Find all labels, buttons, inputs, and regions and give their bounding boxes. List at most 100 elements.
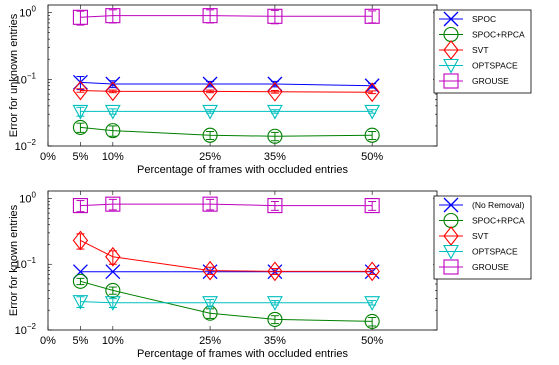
y-axis-title: Error for known entries	[8, 204, 20, 316]
series	[72, 230, 380, 282]
data-point	[72, 9, 88, 25]
data-point	[202, 8, 218, 24]
data-point	[202, 260, 218, 281]
legend: (No Removal) SPOC+RPCA SVT OPTSPACE GROUSE	[433, 195, 532, 280]
legend-marker	[443, 11, 459, 27]
x-tick-label: 25%	[199, 335, 221, 347]
series-line	[80, 126, 373, 137]
data-point	[105, 264, 121, 280]
data-point	[266, 296, 283, 311]
legend-box	[433, 9, 532, 94]
y-tick-label: 10−2	[15, 322, 37, 337]
x-tick-label: 25%	[199, 151, 221, 163]
data-point	[202, 296, 219, 311]
x-axis-title: Percentage of frames with occluded entri…	[137, 164, 348, 176]
legend-label: SVT	[472, 45, 489, 55]
data-point	[104, 104, 121, 120]
legend-marker	[443, 58, 459, 74]
y-tick-label: 100	[19, 5, 36, 20]
data-point	[364, 296, 381, 311]
data-point	[267, 8, 283, 24]
legend-label: OPTSPACE	[472, 247, 518, 257]
y-tick-exponent: −1	[27, 256, 37, 265]
data-point	[202, 81, 218, 102]
series-line	[80, 301, 373, 304]
legend-label: OPTSPACE	[472, 61, 518, 71]
series	[72, 8, 380, 26]
data-point	[72, 198, 88, 214]
data-point	[105, 8, 121, 24]
data-point	[364, 261, 380, 282]
data-point	[72, 230, 89, 251]
data-point	[202, 127, 218, 143]
data-point	[72, 119, 88, 135]
data-point	[364, 82, 380, 103]
data-point	[267, 81, 283, 102]
x-tick-label: 0%	[40, 335, 56, 347]
x-axis-title: Percentage of frames with occluded entri…	[137, 348, 348, 360]
y-tick-exponent: −2	[27, 138, 37, 147]
x-tick-label: 50%	[361, 151, 383, 163]
data-point	[105, 196, 121, 212]
y-axis-title: Error for unknown entries	[8, 13, 20, 137]
x-tick-label: 5%	[72, 151, 88, 163]
legend-label: (No Removal)	[472, 200, 525, 210]
data-point	[72, 104, 89, 120]
data-point	[364, 198, 380, 214]
series	[72, 295, 381, 311]
legend-marker	[443, 259, 459, 275]
legend-label: GROUSE	[472, 262, 509, 272]
plot-frame	[47, 4, 438, 147]
legend-marker	[443, 197, 459, 213]
x-tick-label: 5%	[72, 335, 88, 347]
data-point	[267, 128, 283, 144]
data-point	[364, 127, 380, 143]
data-point	[104, 296, 121, 311]
series	[72, 273, 380, 329]
data-point	[105, 246, 121, 267]
data-point	[267, 261, 283, 282]
data-point	[364, 78, 380, 94]
legend-label: GROUSE	[472, 76, 509, 86]
legend-box	[433, 195, 532, 280]
series-line	[80, 203, 373, 207]
series	[72, 80, 380, 103]
data-point	[267, 311, 283, 327]
data-point	[202, 196, 218, 212]
data-point	[364, 8, 380, 24]
x-tick-label: 10%	[102, 151, 124, 163]
y-tick-exponent: 0	[32, 190, 37, 199]
y-tick-exponent: 0	[32, 5, 37, 14]
series-line	[80, 89, 373, 93]
y-tick-exponent: −1	[27, 71, 37, 80]
series	[72, 119, 380, 144]
y-tick-label: 10−2	[15, 138, 37, 153]
legend-label: SVT	[472, 231, 489, 241]
legend-label: SPOC+RPCA	[472, 216, 525, 226]
legend-marker	[443, 244, 459, 260]
data-point	[202, 104, 219, 120]
legend: SPOC SPOC+RPCA SVT OPTSPACE GROUSE	[433, 9, 532, 94]
series-line	[80, 240, 373, 272]
data-point	[105, 81, 121, 102]
data-point	[105, 123, 121, 139]
data-point	[105, 282, 121, 298]
x-tick-label: 10%	[102, 335, 124, 347]
data-point	[72, 295, 89, 310]
series	[72, 104, 381, 120]
series-line	[80, 81, 373, 87]
x-tick-label: 35%	[264, 335, 286, 347]
data-point	[266, 104, 283, 120]
data-point	[364, 104, 381, 120]
y-tick-exponent: −2	[27, 322, 37, 331]
legend-label: SPOC+RPCA	[472, 30, 525, 40]
data-point	[267, 198, 283, 214]
series	[72, 196, 380, 214]
x-tick-label: 35%	[264, 151, 286, 163]
series-line	[80, 280, 373, 322]
data-point	[72, 80, 89, 101]
series-line	[80, 15, 373, 18]
